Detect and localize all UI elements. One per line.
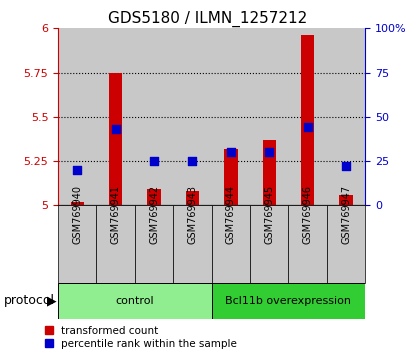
Bar <box>327 28 365 205</box>
FancyBboxPatch shape <box>173 205 212 283</box>
Text: GSM769940: GSM769940 <box>72 185 82 244</box>
Point <box>343 164 349 169</box>
Text: GSM769944: GSM769944 <box>226 185 236 244</box>
Text: ▶: ▶ <box>47 295 57 307</box>
FancyBboxPatch shape <box>327 205 365 283</box>
Bar <box>58 28 96 205</box>
Legend: transformed count, percentile rank within the sample: transformed count, percentile rank withi… <box>43 324 239 351</box>
Text: protocol: protocol <box>4 295 55 307</box>
Bar <box>135 28 173 205</box>
Text: GSM769943: GSM769943 <box>188 185 198 244</box>
FancyBboxPatch shape <box>96 205 135 283</box>
Point <box>112 126 119 132</box>
Text: control: control <box>115 296 154 306</box>
Bar <box>96 28 135 205</box>
FancyBboxPatch shape <box>58 283 212 319</box>
Bar <box>71 202 84 205</box>
Text: Bcl11b overexpression: Bcl11b overexpression <box>225 296 352 306</box>
Point <box>74 167 81 173</box>
Point <box>227 149 234 155</box>
Bar <box>250 28 288 205</box>
FancyBboxPatch shape <box>212 205 250 283</box>
Point <box>266 149 273 155</box>
Text: GSM769947: GSM769947 <box>341 185 351 244</box>
Text: GDS5180 / ILMN_1257212: GDS5180 / ILMN_1257212 <box>108 11 307 27</box>
FancyBboxPatch shape <box>58 205 96 283</box>
FancyBboxPatch shape <box>288 205 327 283</box>
Bar <box>109 73 122 205</box>
Bar <box>263 140 276 205</box>
FancyBboxPatch shape <box>135 205 173 283</box>
Bar <box>186 191 199 205</box>
Text: GSM769945: GSM769945 <box>264 185 274 244</box>
Bar <box>224 149 237 205</box>
Text: GSM769946: GSM769946 <box>303 185 312 244</box>
FancyBboxPatch shape <box>212 283 365 319</box>
Bar <box>147 189 161 205</box>
Bar <box>173 28 212 205</box>
Text: GSM769941: GSM769941 <box>111 185 121 244</box>
Bar <box>339 195 353 205</box>
Bar <box>301 35 314 205</box>
FancyBboxPatch shape <box>250 205 288 283</box>
Bar <box>212 28 250 205</box>
Point <box>151 158 157 164</box>
Point <box>189 158 196 164</box>
Point <box>304 125 311 130</box>
Text: GSM769942: GSM769942 <box>149 185 159 244</box>
Bar <box>288 28 327 205</box>
